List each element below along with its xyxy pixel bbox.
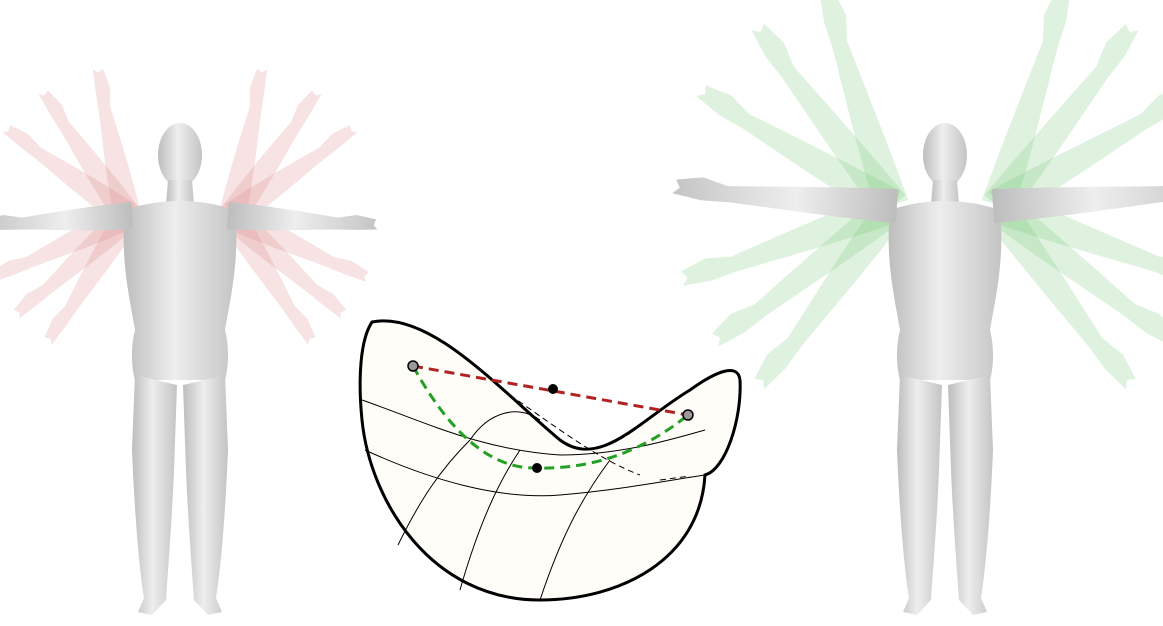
left-human-body — [0, 123, 379, 615]
red-chord — [412, 364, 689, 417]
saddle-surface — [358, 319, 742, 602]
right-human-body — [671, 123, 1163, 615]
